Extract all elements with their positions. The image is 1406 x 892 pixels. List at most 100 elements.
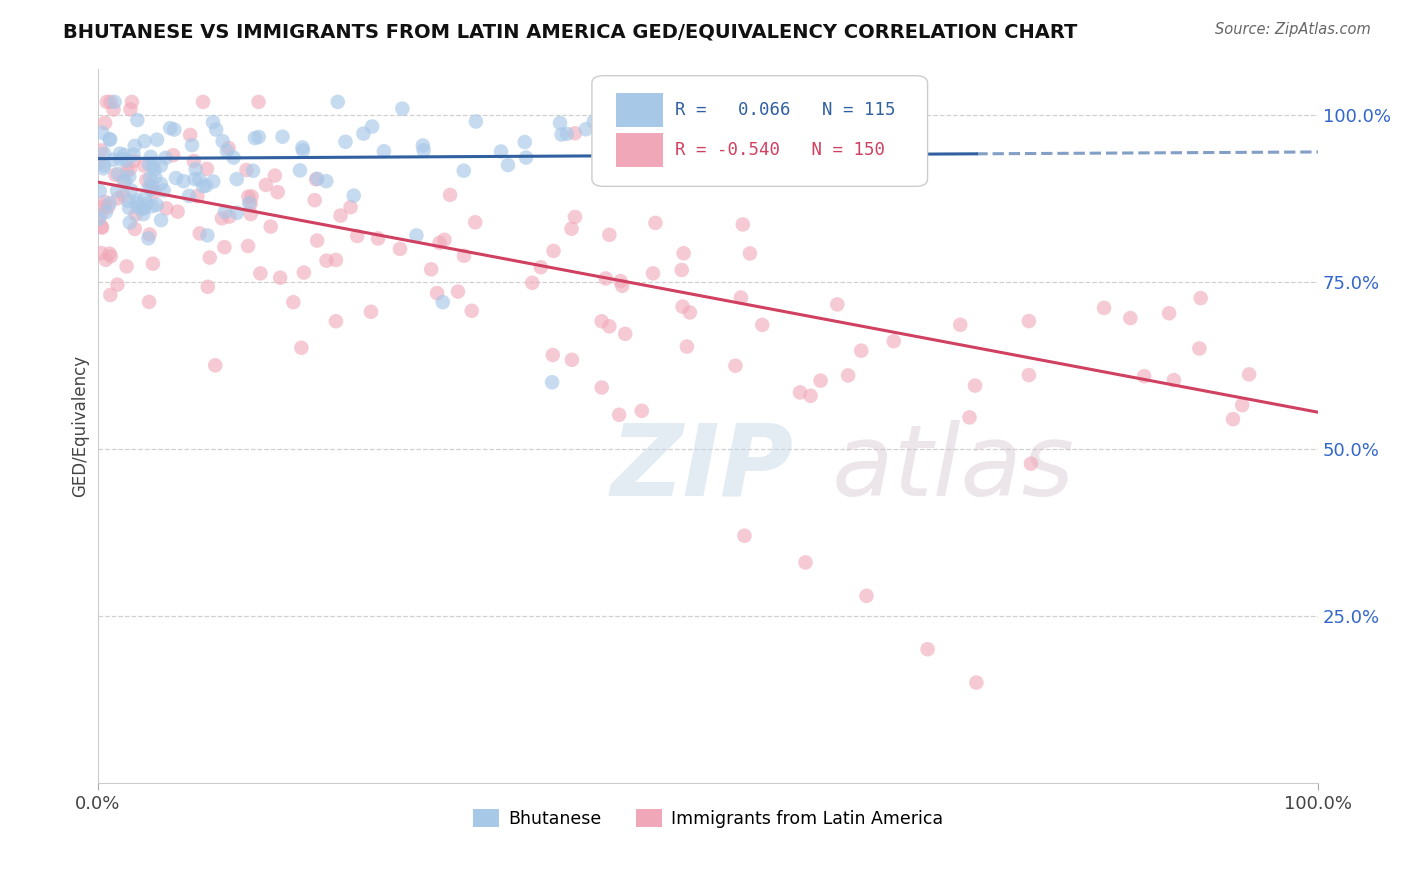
Point [453, 249, 475, 263]
Point [1237, 368, 1260, 382]
Point [181, 138, 204, 153]
Point [335, 135, 357, 149]
Point [672, 128, 695, 143]
Point [159, 121, 181, 136]
Point [1188, 342, 1211, 356]
Point [142, 257, 165, 271]
Point [138, 157, 160, 171]
Point [489, 145, 512, 159]
Point [177, 189, 200, 203]
Point [132, 202, 155, 216]
Point [652, 153, 675, 168]
Point [432, 295, 454, 310]
Point [412, 138, 434, 153]
Point [630, 404, 652, 418]
Point [644, 216, 666, 230]
Point [93, 194, 115, 209]
Point [730, 291, 752, 305]
Point [239, 196, 262, 211]
Point [672, 300, 695, 314]
Text: ZIP: ZIP [610, 420, 793, 517]
Point [794, 556, 817, 570]
Point [721, 95, 744, 109]
Point [315, 253, 337, 268]
Point [215, 144, 238, 158]
Point [90, 144, 112, 158]
Point [367, 231, 389, 245]
Point [94, 116, 117, 130]
Point [142, 159, 165, 173]
Point [612, 278, 634, 293]
Point [98, 196, 121, 211]
Point [87, 156, 110, 170]
Point [329, 209, 352, 223]
Point [288, 163, 311, 178]
Point [138, 294, 160, 309]
Point [388, 242, 411, 256]
Point [149, 159, 172, 173]
Point [197, 279, 219, 293]
Point [214, 240, 236, 254]
Point [837, 368, 859, 383]
Point [150, 213, 173, 227]
Point [264, 169, 287, 183]
Point [641, 266, 664, 280]
Point [132, 201, 155, 215]
Point [100, 249, 122, 263]
Point [93, 146, 115, 161]
Point [108, 146, 131, 161]
Point [671, 263, 693, 277]
Point [93, 161, 115, 176]
Point [391, 102, 413, 116]
Point [115, 153, 138, 168]
Point [98, 132, 121, 146]
Text: atlas: atlas [610, 420, 1074, 517]
Point [561, 352, 583, 367]
Point [949, 318, 972, 332]
Point [1019, 457, 1042, 471]
Point [90, 208, 112, 222]
Point [202, 115, 225, 129]
Point [218, 141, 240, 155]
Point [610, 138, 633, 153]
Point [89, 184, 111, 198]
Point [165, 171, 187, 186]
Point [186, 189, 208, 203]
Legend: Bhutanese, Immigrants from Latin America: Bhutanese, Immigrants from Latin America [467, 802, 949, 835]
Point [115, 260, 138, 274]
Point [163, 122, 186, 136]
Point [672, 246, 695, 260]
Point [623, 104, 645, 119]
Point [1133, 369, 1156, 384]
Point [101, 153, 124, 167]
Point [98, 288, 121, 302]
Point [188, 227, 211, 241]
Point [107, 191, 129, 205]
Point [339, 200, 361, 214]
Point [575, 122, 598, 136]
Point [226, 206, 249, 220]
Point [307, 234, 329, 248]
Point [225, 172, 247, 186]
Point [789, 385, 811, 400]
Point [93, 158, 115, 172]
Point [291, 140, 314, 154]
Point [1018, 368, 1040, 382]
Point [139, 150, 162, 164]
Point [238, 189, 260, 203]
Point [146, 198, 169, 212]
Point [1092, 301, 1115, 315]
Point [132, 159, 155, 173]
Point [614, 326, 637, 341]
Point [515, 151, 537, 165]
Point [965, 675, 987, 690]
Point [405, 228, 427, 243]
Point [599, 125, 621, 139]
Point [195, 178, 218, 193]
Point [128, 201, 150, 215]
Point [582, 114, 605, 128]
Point [242, 163, 264, 178]
Point [731, 218, 754, 232]
Point [240, 189, 263, 203]
Point [361, 120, 384, 134]
